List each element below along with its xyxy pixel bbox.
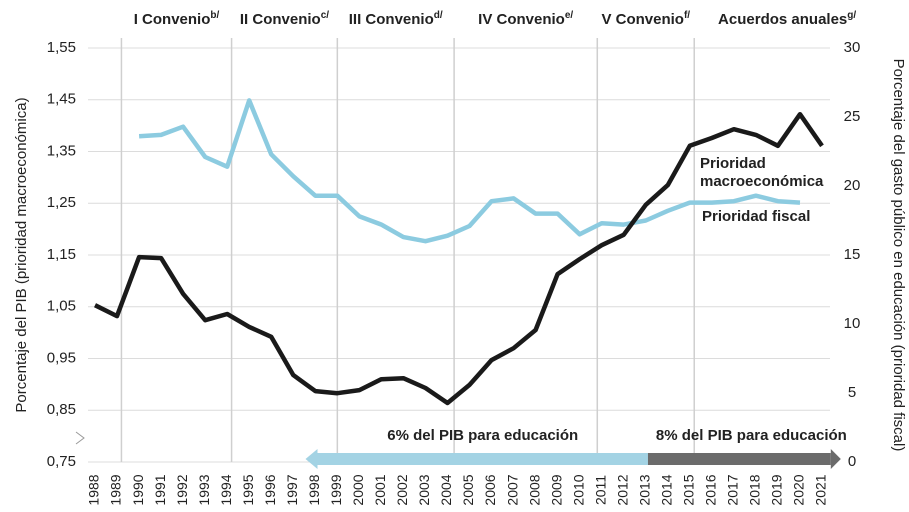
x-tick-label: 1992: [174, 474, 190, 505]
x-tick-label: 1991: [152, 474, 168, 505]
x-tick-label: 2016: [703, 474, 719, 505]
x-tick-label: 1990: [130, 474, 146, 505]
period-note: d/: [434, 10, 443, 21]
period-name: Acuerdos anuales: [718, 11, 847, 28]
x-tick-label: 2002: [394, 474, 410, 505]
x-tick-label: 2007: [504, 474, 520, 505]
y-tick-label: 1,45: [47, 91, 76, 108]
y2-tick-label: 0: [848, 453, 856, 470]
y2-tick-label: 10: [844, 315, 861, 332]
x-tick-label: 2013: [636, 474, 652, 505]
x-tick-label: 1993: [196, 474, 212, 505]
x-tick-label: 1989: [108, 474, 124, 505]
arrow-band: [317, 453, 648, 465]
period-note: c/: [321, 10, 330, 21]
axis-break: [75, 431, 85, 445]
x-tick-label: 2006: [482, 474, 498, 505]
period-name: IV Convenio: [478, 11, 565, 28]
arrow-label: 8% del PIB para educación: [656, 427, 847, 444]
series-line: [94, 111, 824, 406]
arrow-band: [647, 453, 831, 465]
y-tick-label: 1,25: [47, 194, 76, 211]
period-label: III Conveniod/: [349, 10, 443, 28]
period-note: e/: [565, 10, 574, 21]
x-tick-label: 2017: [725, 474, 741, 505]
x-tick-label: 2010: [570, 474, 586, 505]
arrow-head: [830, 449, 841, 469]
y-tick-label: 0,85: [47, 401, 76, 418]
y2-axis-title: Porcentaje del gasto público en educació…: [890, 59, 907, 452]
x-tick-label: 2003: [416, 474, 432, 505]
x-tick-label: 1988: [86, 474, 102, 505]
y-tick-label: 1,05: [47, 298, 76, 315]
y2-tick-label: 20: [844, 177, 861, 194]
period-label: IV Convenioe/: [478, 10, 573, 28]
y2-tick-label: 25: [844, 108, 861, 125]
y2-tick-label: 30: [844, 39, 861, 56]
period-note: g/: [847, 10, 856, 21]
x-tick-label: 2001: [372, 474, 388, 505]
period-name: II Convenio: [240, 11, 321, 28]
period-label: Acuerdos anualesg/: [718, 10, 856, 28]
y-tick-label: 1,55: [47, 39, 76, 56]
x-tick-label: 2004: [438, 474, 454, 505]
x-tick-label: 2008: [526, 474, 542, 505]
period-label: V Conveniof/: [601, 10, 690, 28]
x-tick-label: 2000: [350, 474, 366, 505]
series-line: [138, 98, 801, 244]
x-tick-label: 2018: [747, 474, 763, 505]
x-tick-label: 1997: [284, 474, 300, 505]
x-tick-label: 1999: [328, 474, 344, 505]
arrow-head: [305, 449, 318, 469]
x-tick-label: 1995: [240, 474, 256, 505]
x-tick-label: 2019: [769, 474, 785, 505]
x-tick-label: 2015: [681, 474, 697, 505]
y-axis-title: Porcentaje del PIB (prioridad macroeconó…: [13, 97, 30, 412]
x-tick-label: 1998: [306, 474, 322, 505]
y2-tick-label: 5: [848, 384, 856, 401]
x-tick-label: 2012: [614, 474, 630, 505]
y2-tick-label: 15: [844, 246, 861, 263]
period-note: b/: [210, 10, 219, 21]
series-label: Prioridad fiscal: [702, 208, 811, 225]
period-label: I Conveniob/: [134, 10, 220, 28]
x-tick-label: 2020: [791, 474, 807, 505]
x-tick-label: 2005: [460, 474, 476, 505]
series-label: Prioridad macroeconómica: [700, 155, 824, 190]
x-tick-label: 2009: [548, 474, 564, 505]
y-tick-label: 1,15: [47, 246, 76, 263]
x-tick-label: 2011: [592, 475, 608, 505]
y-tick-label: 1,35: [47, 142, 76, 159]
period-label: II Convenioc/: [240, 10, 329, 28]
x-tick-label: 1996: [262, 474, 278, 505]
period-name: III Convenio: [349, 11, 434, 28]
y-tick-label: 0,75: [47, 453, 76, 470]
period-note: f/: [684, 10, 690, 21]
period-name: I Convenio: [134, 11, 211, 28]
period-name: V Convenio: [601, 11, 684, 28]
x-tick-label: 2014: [658, 474, 674, 505]
y-tick-label: 0,95: [47, 349, 76, 366]
x-tick-label: 2021: [813, 474, 829, 505]
x-tick-label: 1994: [218, 474, 234, 505]
arrow-label: 6% del PIB para educación: [387, 427, 578, 444]
